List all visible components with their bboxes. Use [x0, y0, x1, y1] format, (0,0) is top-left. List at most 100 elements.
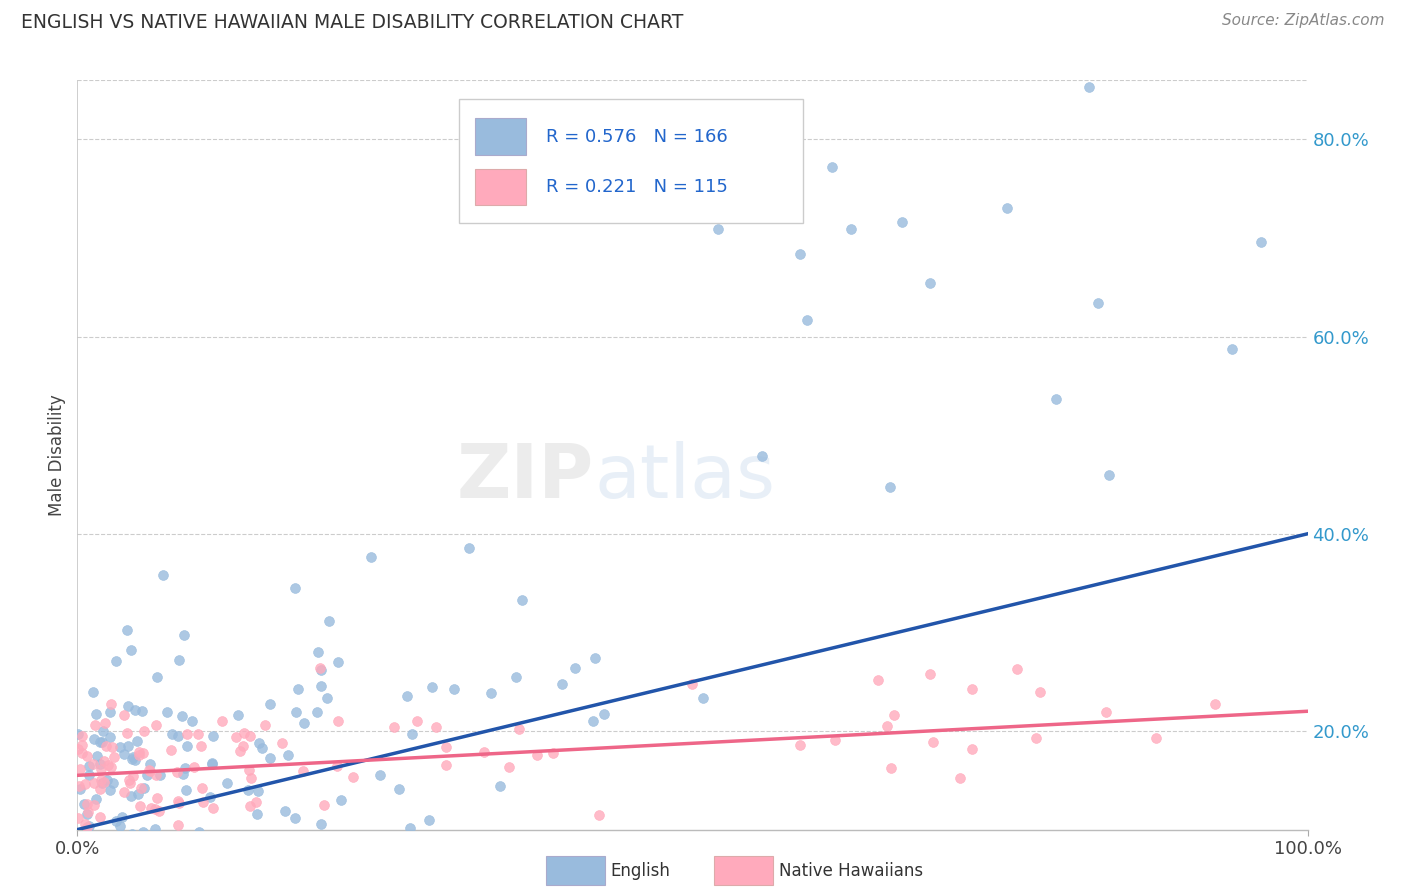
Text: R = 0.221   N = 115: R = 0.221 N = 115 — [546, 178, 728, 196]
Native Hawaiians — [434, 740, 457, 755]
English — [789, 246, 811, 260]
Native Hawaiians — [100, 760, 122, 774]
English — [176, 739, 198, 753]
English — [214, 842, 236, 856]
FancyBboxPatch shape — [475, 119, 526, 155]
Native Hawaiians — [132, 746, 155, 760]
English — [172, 709, 194, 723]
Native Hawaiians — [1025, 731, 1047, 746]
English — [174, 761, 197, 775]
English — [706, 100, 728, 114]
English — [104, 814, 127, 828]
Native Hawaiians — [183, 760, 205, 774]
English — [891, 215, 914, 229]
English — [443, 681, 465, 696]
Native Hawaiians — [118, 775, 141, 789]
English — [143, 822, 166, 836]
English — [76, 806, 98, 821]
English — [84, 842, 107, 856]
English — [287, 682, 309, 697]
Native Hawaiians — [101, 739, 124, 754]
English — [76, 842, 98, 856]
English — [101, 776, 124, 790]
Native Hawaiians — [90, 762, 112, 776]
Native Hawaiians — [76, 797, 98, 811]
English — [83, 731, 105, 746]
Native Hawaiians — [239, 771, 262, 785]
English — [204, 839, 226, 854]
Native Hawaiians — [253, 717, 276, 731]
English — [583, 651, 606, 665]
Text: English: English — [610, 863, 671, 880]
Native Hawaiians — [139, 801, 162, 815]
English — [259, 751, 281, 765]
English — [751, 450, 773, 464]
Native Hawaiians — [100, 697, 122, 711]
English — [395, 689, 418, 703]
English — [70, 842, 93, 856]
Native Hawaiians — [143, 842, 166, 856]
Native Hawaiians — [103, 750, 125, 764]
Native Hawaiians — [166, 765, 188, 780]
English — [363, 836, 385, 850]
English — [796, 313, 818, 327]
Native Hawaiians — [541, 747, 564, 761]
English — [94, 842, 117, 856]
Native Hawaiians — [1204, 697, 1226, 711]
Native Hawaiians — [66, 742, 89, 756]
English — [326, 655, 349, 669]
English — [156, 705, 179, 719]
English — [318, 614, 340, 628]
Native Hawaiians — [72, 729, 94, 743]
English — [103, 842, 125, 856]
English — [131, 704, 153, 718]
English — [160, 726, 183, 740]
Native Hawaiians — [239, 729, 262, 743]
Native Hawaiians — [138, 763, 160, 777]
English — [215, 776, 238, 790]
English — [121, 752, 143, 766]
Native Hawaiians — [949, 771, 972, 785]
English — [91, 724, 114, 739]
Text: Native Hawaiians: Native Hawaiians — [779, 863, 924, 880]
English — [120, 789, 142, 803]
English — [692, 691, 714, 706]
Native Hawaiians — [75, 817, 97, 831]
English — [120, 642, 142, 657]
English — [98, 783, 121, 797]
Native Hawaiians — [146, 791, 169, 805]
Native Hawaiians — [70, 746, 93, 760]
Native Hawaiians — [76, 820, 98, 834]
English — [201, 756, 224, 770]
English — [201, 756, 224, 771]
Native Hawaiians — [70, 739, 93, 753]
English — [134, 842, 156, 856]
English — [839, 222, 862, 236]
English — [360, 549, 382, 564]
Native Hawaiians — [167, 796, 190, 810]
English — [83, 842, 105, 856]
English — [117, 739, 139, 753]
Native Hawaiians — [342, 771, 364, 785]
Native Hawaiians — [1095, 705, 1118, 719]
English — [120, 842, 142, 856]
Native Hawaiians — [588, 807, 610, 822]
English — [766, 120, 789, 134]
Native Hawaiians — [84, 718, 107, 732]
English — [401, 727, 423, 741]
Text: R = 0.576   N = 166: R = 0.576 N = 166 — [546, 128, 728, 145]
Native Hawaiians — [101, 842, 124, 856]
English — [127, 788, 149, 802]
English — [72, 842, 94, 856]
Native Hawaiians — [880, 761, 903, 775]
English — [115, 842, 138, 856]
English — [124, 753, 146, 767]
English — [70, 842, 93, 856]
English — [211, 842, 233, 856]
English — [80, 842, 103, 856]
Native Hawaiians — [112, 707, 135, 722]
Native Hawaiians — [112, 785, 135, 799]
Native Hawaiians — [67, 779, 90, 793]
Native Hawaiians — [191, 780, 214, 795]
English — [582, 714, 605, 728]
